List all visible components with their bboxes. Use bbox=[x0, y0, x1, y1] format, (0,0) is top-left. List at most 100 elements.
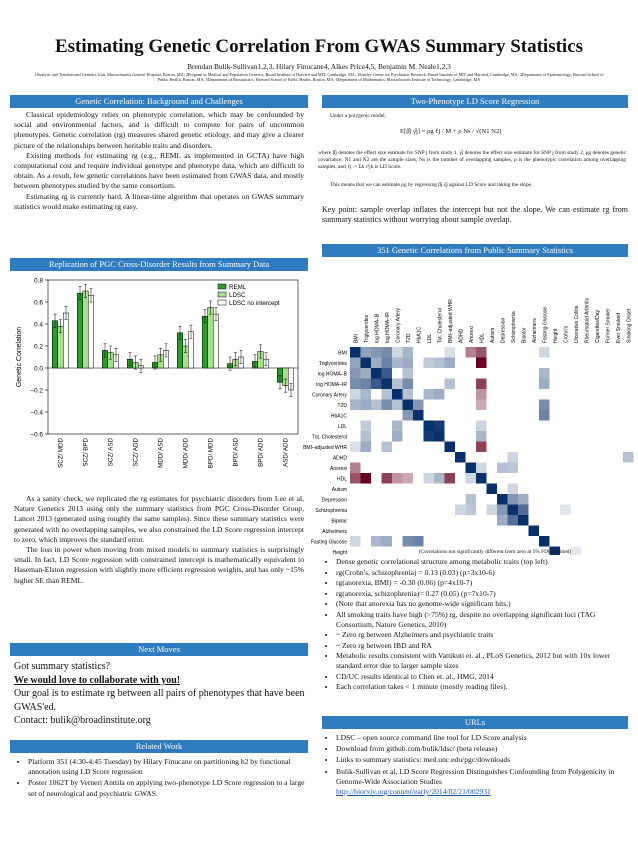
biorxiv-link[interactable]: http://biorxiv.org/content/early/2014/02… bbox=[336, 787, 491, 797]
url-item-4-text: Bulik-Sullivan et al, LD Score Regressio… bbox=[336, 766, 615, 786]
heatmap-row-label: log HOMA–IR bbox=[316, 382, 347, 388]
x-tick-label: SCZ/ BPD bbox=[83, 437, 90, 466]
heatmap-cell bbox=[539, 536, 550, 547]
heatmap-row-label: Depression bbox=[322, 497, 348, 503]
heatmap-cell bbox=[444, 378, 455, 389]
heatmap-cell bbox=[539, 347, 550, 358]
heatmap-cell bbox=[392, 399, 403, 410]
y-tick-label: 0.2 bbox=[34, 344, 43, 351]
heatmap-row-label: T2D bbox=[338, 403, 348, 409]
heatmap-row-label: Schizophrenia bbox=[315, 508, 347, 514]
heatmap-col-label: log HOMA–B bbox=[374, 313, 380, 343]
heatmap-cell bbox=[371, 399, 382, 410]
two-pheno-header: Two-Phenotype LD Score Regression bbox=[322, 95, 628, 108]
heatmap-row-label: Triglycerides bbox=[319, 361, 348, 367]
heatmap-cell bbox=[476, 357, 487, 368]
legend-label: LDSC no intercept bbox=[229, 300, 280, 307]
heatmap-col-label: BMI bbox=[353, 334, 359, 343]
heatmap-cell bbox=[486, 483, 497, 494]
heatmap-cell bbox=[423, 473, 434, 484]
heatmap-cell bbox=[350, 389, 361, 400]
heatmap-cell bbox=[413, 536, 424, 547]
finding-11: Each correlation takes < 1 minute (mostl… bbox=[336, 682, 632, 692]
heatmap-cell bbox=[476, 378, 487, 389]
next-moves-text: Got summary statistics? We would love to… bbox=[14, 660, 306, 728]
heatmap-cell bbox=[360, 399, 371, 410]
poster-affiliations: 1Analytic and Translational Genetics Uni… bbox=[34, 72, 604, 83]
heatmap-cell bbox=[371, 536, 382, 547]
bar bbox=[207, 307, 214, 369]
heatmap-cell bbox=[497, 515, 508, 526]
heatmap-cell bbox=[455, 452, 466, 463]
heatmap-cell bbox=[486, 504, 497, 515]
heatmap-col-label: ADHD bbox=[458, 328, 464, 343]
x-tick-label: SCZ/ MDD bbox=[58, 437, 65, 467]
heatmap-cell bbox=[528, 525, 539, 536]
heatmap-cell bbox=[392, 357, 403, 368]
heatmap-col-label: Former Smoker bbox=[605, 308, 611, 343]
heatmap-findings: Dense genetic correlational structure am… bbox=[322, 557, 632, 693]
heatmap-cell bbox=[360, 431, 371, 442]
y-tick-label: 0.0 bbox=[34, 366, 43, 373]
heatmap-col-label: Coronary Artery bbox=[395, 307, 401, 343]
heatmap-cell bbox=[381, 357, 392, 368]
x-tick-label: SCZ/ ADD bbox=[133, 437, 140, 466]
heatmap-cell bbox=[423, 389, 434, 400]
heatmap-col-label: Crohn's bbox=[563, 325, 569, 343]
background-text: Classical epidemiology relies on phenoty… bbox=[14, 110, 304, 212]
bar bbox=[52, 320, 58, 369]
heatmap-cell bbox=[350, 368, 361, 379]
heatmap-cell bbox=[518, 515, 529, 526]
finding-3: rg(anorexia, BMI) = -0.30 (0.06) (p=4x10… bbox=[336, 578, 632, 588]
equation-lhs: E[β̂j γ̂j] = bbox=[400, 128, 426, 135]
legend-swatch bbox=[217, 291, 227, 298]
bar bbox=[82, 290, 89, 369]
bar-chart: −0.6 −0.4 −0.2 0.0 0.2 0.4 0.6 0.8 Genetic Corre… bbox=[16, 278, 299, 468]
heatmap-row-label: HDL bbox=[337, 476, 347, 482]
background-p2: Existing methods for estimating rg (e.g.… bbox=[14, 150, 304, 191]
heatmap-cell bbox=[413, 399, 424, 410]
heatmap-cell bbox=[539, 368, 550, 379]
bar bbox=[213, 313, 219, 369]
heatmap-cell bbox=[539, 410, 550, 421]
next-l2: We would love to collaborate with you! bbox=[14, 674, 181, 686]
x-tick-label: SCZ/ ASD bbox=[108, 437, 115, 466]
heatmap-row-label: Alzheimers bbox=[322, 529, 347, 535]
next-moves-header: Next Moves bbox=[10, 643, 308, 656]
related-item-1: Platform 351 (4:30-4:45 Tuesday) by Hila… bbox=[28, 757, 306, 777]
heatmap-cell bbox=[549, 546, 560, 555]
x-tick-label: BPD/ MDD bbox=[208, 437, 215, 468]
heatmap-col-label: Triglycerides bbox=[364, 314, 370, 343]
replication-header: Replication of PGC Cross-Disorder Result… bbox=[10, 258, 308, 271]
heatmap-cell bbox=[497, 504, 508, 515]
url-item-2[interactable]: Download from github.com/bulik/ldsc/ (be… bbox=[336, 744, 630, 754]
background-p1: Classical epidemiology relies on phenoty… bbox=[14, 110, 304, 150]
heatmap-col-label: Ulcerative Colitis bbox=[574, 305, 580, 343]
heatmap-cell bbox=[402, 399, 413, 410]
heatmap-cell bbox=[444, 441, 455, 452]
heatmap-cell bbox=[434, 357, 445, 368]
heatmap-cell bbox=[350, 357, 361, 368]
url-item-3[interactable]: Links to summary statistics: med.unc.edu… bbox=[336, 755, 630, 765]
bar bbox=[202, 316, 208, 369]
heatmap-cell bbox=[476, 441, 487, 452]
heatmap-col-label: Schizophrenia bbox=[511, 311, 517, 343]
heatmap-cell bbox=[413, 410, 424, 421]
heatmap-col-label: Height bbox=[553, 328, 559, 343]
y-tick-label: −0.4 bbox=[30, 410, 43, 417]
heatmap-cell bbox=[371, 378, 382, 389]
x-tick-label: MDD/ ADD bbox=[183, 437, 190, 468]
finding-1: Dense genetic correlational structure am… bbox=[336, 557, 632, 567]
heatmap-cell bbox=[518, 504, 529, 515]
replication-p2: The loss in power when moving from mixed… bbox=[14, 545, 304, 585]
bar bbox=[88, 295, 94, 369]
heatmap-cell bbox=[507, 452, 518, 463]
heatmap-cell bbox=[371, 368, 382, 379]
heatmap-cell bbox=[402, 536, 413, 547]
heatmap-cell bbox=[444, 357, 455, 368]
heatmap-row-label: Autism bbox=[332, 487, 347, 493]
bar bbox=[77, 292, 83, 369]
heatmap-cell bbox=[402, 368, 413, 379]
finding-8: ~ Zero rg between IBD and RA bbox=[336, 641, 632, 651]
heatmap-cell bbox=[476, 462, 487, 473]
